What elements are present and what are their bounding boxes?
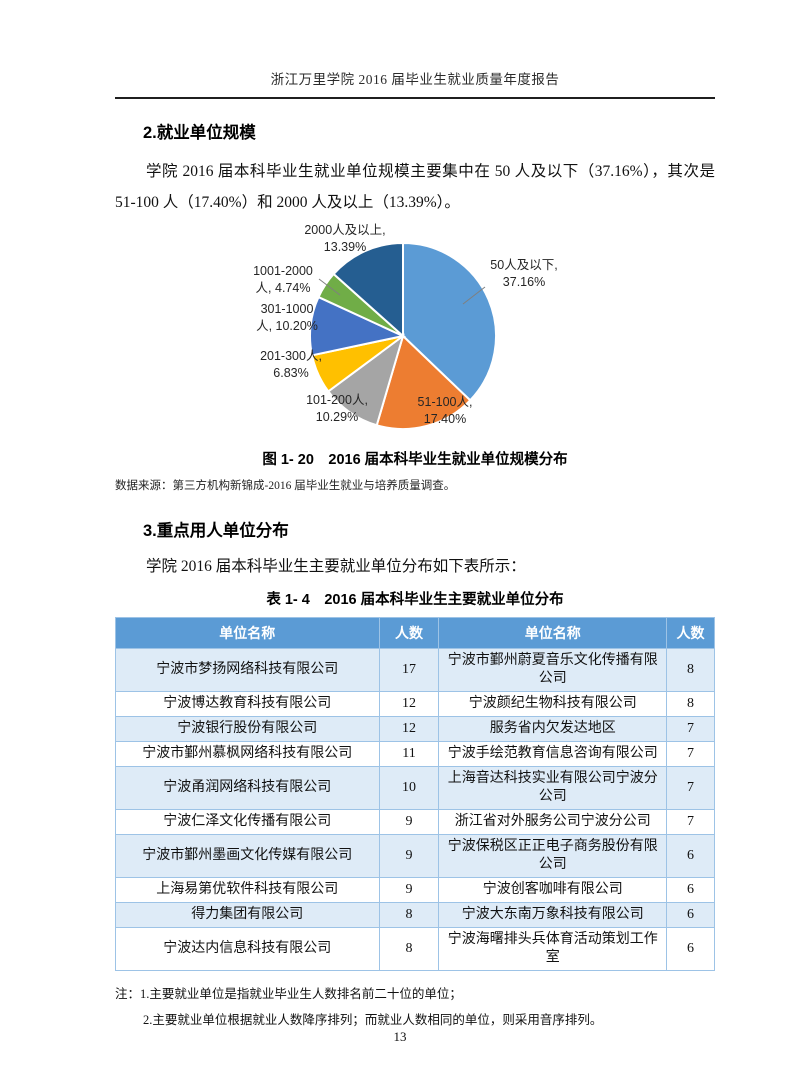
employer-name-cell: 宁波颜纪生物科技有限公司 — [438, 691, 668, 717]
page-header: 浙江万里学院 2016 届毕业生就业质量年度报告 — [115, 68, 715, 99]
employer-table: 单位名称 人数 单位名称 人数 宁波市梦扬网络科技有限公司 17 宁波市鄞州蔚夏音乐文化传… — [115, 617, 715, 971]
employer-name-cell: 宁波博达教育科技有限公司 — [115, 691, 380, 717]
employer-name-cell: 宁波市鄞州蔚夏音乐文化传播有限公司 — [438, 648, 668, 692]
table-row: 得力集团有限公司 8 宁波大东南万象科技有限公司 6 — [115, 902, 715, 928]
employee-count-cell: 11 — [378, 741, 440, 767]
employee-count-cell: 8 — [378, 927, 440, 971]
employee-count-cell: 7 — [666, 809, 715, 835]
report-title: 浙江万里学院 2016 届毕业生就业质量年度报告 — [270, 72, 560, 87]
pie-label-percent: 6.83% — [273, 366, 309, 380]
table-notes: 注：1.主要就业单位是指就业毕业生人数排名前二十位的单位； 2.主要就业单位根据… — [115, 981, 715, 1033]
employee-count-cell: 7 — [666, 741, 715, 767]
pie-label-1: 51-100人, 17.40% — [418, 394, 473, 428]
employer-name-cell: 宁波市鄞州墨画文化传媒有限公司 — [115, 834, 380, 878]
pie-slice-1 — [375, 334, 472, 430]
pie-label-5: 1001-2000 人, 4.74% — [253, 263, 313, 297]
pie-label-name: 51-100人, — [417, 395, 473, 409]
section-3-heading: 3.重点用人单位分布 — [143, 522, 289, 540]
section-2-heading: 2.就业单位规模 — [143, 124, 256, 142]
employee-count-cell: 8 — [666, 691, 715, 717]
table-row: 宁波市梦扬网络科技有限公司 17 宁波市鄞州蔚夏音乐文化传播有限公司 8 — [115, 648, 715, 692]
table-row: 宁波市鄞州墨画文化传媒有限公司 9 宁波保税区正正电子商务股份有限公司 6 — [115, 834, 715, 878]
table-caption: 表 1- 4 2016 届本科毕业生主要就业单位分布 — [266, 592, 564, 608]
employee-count-cell: 9 — [378, 809, 440, 835]
employee-count-cell: 17 — [378, 648, 440, 692]
pie-label-3: 201-300人, 6.83% — [260, 348, 322, 382]
table-row: 宁波市鄞州慕枫网络科技有限公司 11 宁波手绘范教育信息咨询有限公司 7 — [115, 741, 715, 767]
employer-name-cell: 宁波仁泽文化传播有限公司 — [115, 809, 380, 835]
pie-chart-canvas — [309, 241, 497, 430]
pie-label-name: 201-300人, — [260, 349, 322, 363]
figure-caption: 图 1- 20 2016 届本科毕业生就业单位规模分布 — [262, 452, 568, 468]
table-row: 宁波仁泽文化传播有限公司 9 浙江省对外服务公司宁波分公司 7 — [115, 809, 715, 835]
employee-count-cell: 6 — [666, 877, 715, 903]
employer-name-cell: 宁波银行股份有限公司 — [115, 716, 380, 742]
page-number: 13 — [393, 1029, 407, 1044]
section-3-paragraph: 学院 2016 届本科毕业生主要就业单位分布如下表所示： — [146, 558, 526, 575]
employer-name-cell: 宁波保税区正正电子商务股份有限公司 — [438, 834, 668, 878]
pie-slice-6 — [332, 241, 404, 339]
employee-count-cell: 6 — [666, 927, 715, 971]
employee-count-cell: 9 — [378, 834, 440, 878]
employee-count-cell: 12 — [378, 716, 440, 742]
pie-slice-0 — [402, 241, 497, 402]
table-header-row: 单位名称 人数 单位名称 人数 — [115, 617, 715, 649]
employer-name-cell: 上海易第优软件科技有限公司 — [115, 877, 380, 903]
table-header-name: 单位名称 — [115, 617, 380, 649]
table-header-name: 单位名称 — [438, 617, 668, 649]
table-row: 宁波甬润网络科技有限公司 10 上海音达科技实业有限公司宁波分公司 7 — [115, 766, 715, 810]
table-row: 宁波银行股份有限公司 12 服务省内欠发达地区 7 — [115, 716, 715, 742]
pie-label-name: 101-200人, — [306, 393, 368, 407]
employee-count-cell: 6 — [666, 902, 715, 928]
employer-name-cell: 宁波大东南万象科技有限公司 — [438, 902, 668, 928]
employer-name-cell: 宁波海曙排头兵体育活动策划工作室 — [438, 927, 668, 971]
employer-name-cell: 宁波市梦扬网络科技有限公司 — [115, 648, 380, 692]
pie-label-percent: 37.16% — [502, 275, 546, 289]
pie-label-6: 2000人及以上, 13.39% — [304, 222, 385, 256]
data-source-note: 数据来源：第三方机构新锦成-2016 届毕业生就业与培养质量调查。 — [115, 480, 456, 492]
employer-name-cell: 得力集团有限公司 — [115, 902, 380, 928]
employee-count-cell: 12 — [378, 691, 440, 717]
pie-chart: 50人及以下, 37.16% 51-100人, 17.40% 101-200人, 10.2… — [115, 221, 715, 436]
employee-count-cell: 9 — [378, 877, 440, 903]
table-row: 宁波博达教育科技有限公司 12 宁波颜纪生物科技有限公司 8 — [115, 691, 715, 717]
employee-count-cell: 7 — [666, 766, 715, 810]
employer-name-cell: 服务省内欠发达地区 — [438, 716, 668, 742]
pie-label-percent: 10.29% — [315, 410, 359, 424]
pie-label-4: 301-1000 人, 10.20% — [256, 301, 318, 335]
pie-leader-line-1 — [318, 278, 341, 296]
pie-label-name: 301-1000 — [260, 302, 314, 316]
employee-count-cell: 8 — [666, 648, 715, 692]
table-header-count: 人数 — [666, 617, 715, 649]
section-2-paragraph: 学院 2016 届本科毕业生就业单位规模主要集中在 50 人及以下（37.16%… — [115, 163, 715, 211]
pie-label-percent: 人, 4.74% — [255, 281, 311, 295]
employee-count-cell: 8 — [378, 902, 440, 928]
employer-name-cell: 宁波手绘范教育信息咨询有限公司 — [438, 741, 668, 767]
employer-name-cell: 宁波达内信息科技有限公司 — [115, 927, 380, 971]
employee-count-cell: 10 — [378, 766, 440, 810]
employer-name-cell: 宁波创客咖啡有限公司 — [438, 877, 668, 903]
pie-label-name: 50人及以下, — [490, 258, 558, 272]
pie-label-percent: 13.39% — [323, 240, 367, 254]
employee-count-cell: 7 — [666, 716, 715, 742]
table-row: 宁波达内信息科技有限公司 8 宁波海曙排头兵体育活动策划工作室 6 — [115, 927, 715, 971]
pie-label-percent: 人, 10.20% — [256, 319, 318, 333]
pie-label-0: 50人及以下, 37.16% — [490, 257, 557, 291]
pie-leader-line-0 — [462, 286, 486, 305]
pie-label-percent: 17.40% — [423, 412, 467, 426]
table-row: 上海易第优软件科技有限公司 9 宁波创客咖啡有限公司 6 — [115, 877, 715, 903]
employee-count-cell: 6 — [666, 834, 715, 878]
employer-name-cell: 上海音达科技实业有限公司宁波分公司 — [438, 766, 668, 810]
employer-name-cell: 宁波甬润网络科技有限公司 — [115, 766, 380, 810]
pie-label-name: 1001-2000 — [253, 264, 313, 278]
table-note-1: 注：1.主要就业单位是指就业毕业生人数排名前二十位的单位； — [115, 987, 462, 1001]
pie-label-name: 2000人及以上, — [304, 223, 386, 237]
pie-label-2: 101-200人, 10.29% — [306, 392, 368, 426]
table-note-2: 2.主要就业单位根据就业人数降序排列；而就业人数相同的单位，则采用音序排列。 — [143, 1013, 603, 1027]
table-header-count: 人数 — [378, 617, 440, 649]
employer-name-cell: 宁波市鄞州慕枫网络科技有限公司 — [115, 741, 380, 767]
employer-name-cell: 浙江省对外服务公司宁波分公司 — [438, 809, 668, 835]
